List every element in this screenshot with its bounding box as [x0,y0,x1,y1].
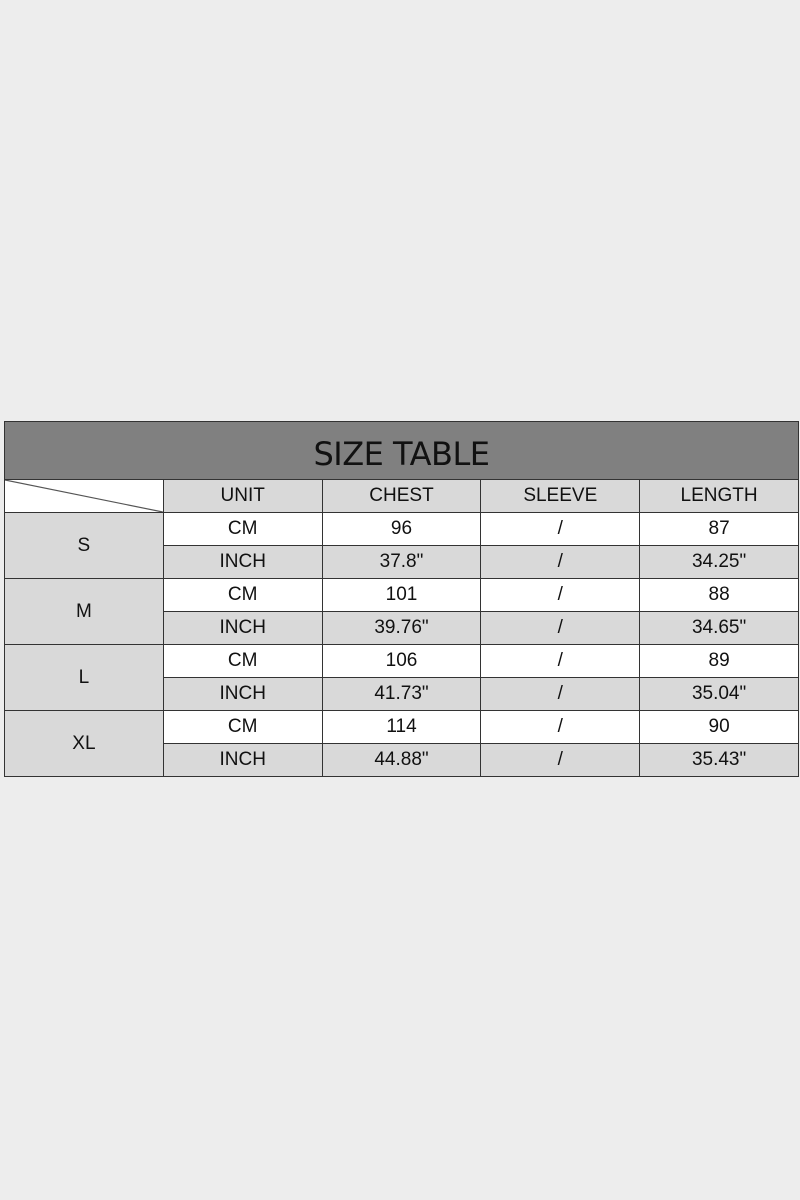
cell-length: 87 [639,512,799,546]
size-label: L [4,644,164,711]
cell-length: 88 [639,578,799,612]
cell-sleeve: / [480,578,641,612]
cell-unit: CM [162,512,323,546]
diagonal-line-icon [5,480,163,512]
table-title: SIZE TABLE [4,421,799,480]
cell-unit: INCH [162,743,323,777]
cell-unit: CM [162,644,323,678]
cell-chest: 37.8" [321,545,482,579]
cell-length: 89 [639,644,799,678]
table-row: XL CM 114/90 [4,710,799,777]
cell-chest: 96 [321,512,482,546]
table-row: INCH 37.8"/34.25" [5,545,799,579]
cell-unit: INCH [162,545,323,579]
title-row: SIZE TABLE [4,421,799,480]
cell-unit: INCH [162,611,323,645]
cell-unit: INCH [162,677,323,711]
header-length: LENGTH [639,479,799,513]
cell-unit: CM [162,710,323,744]
header-chest: CHEST [321,479,482,513]
cell-sleeve: / [480,545,641,579]
cell-length: 35.43" [639,743,799,777]
size-table: SIZE TABLE UNIT CHEST SLEEVE LENGTH S CM 9… [4,421,799,777]
header-unit: UNIT [162,479,323,513]
size-label: M [4,578,164,645]
cell-length: 34.25" [639,545,799,579]
cell-length: 35.04" [639,677,799,711]
cell-unit: CM [162,578,323,612]
cell-length: 34.65" [639,611,799,645]
cell-sleeve: / [480,743,641,777]
cell-sleeve: / [480,512,641,546]
header-sleeve: SLEEVE [480,479,641,513]
cell-chest: 41.73" [321,677,482,711]
cell-chest: 106 [321,644,482,678]
cell-chest: 44.88" [321,743,482,777]
header-row: UNIT CHEST SLEEVE LENGTH [4,479,799,513]
cell-chest: 101 [321,578,482,612]
table-row: L CM 106/89 [4,644,799,711]
cell-sleeve: / [480,611,641,645]
table-row: S CM 96/87 [4,512,799,579]
table-row: INCH 41.73"/35.04" [5,677,799,711]
cell-sleeve: / [480,710,641,744]
table-row: INCH 44.88"/35.43" [5,743,799,777]
cell-chest: 114 [321,710,482,744]
cell-sleeve: / [480,677,641,711]
cell-length: 90 [639,710,799,744]
corner-diagonal-cell [4,479,164,513]
table-row: M CM 101/88 [4,578,799,645]
table-row: INCH 39.76"/34.65" [5,611,799,645]
cell-sleeve: / [480,644,641,678]
cell-chest: 39.76" [321,611,482,645]
size-label: XL [4,710,164,777]
size-label: S [4,512,164,579]
